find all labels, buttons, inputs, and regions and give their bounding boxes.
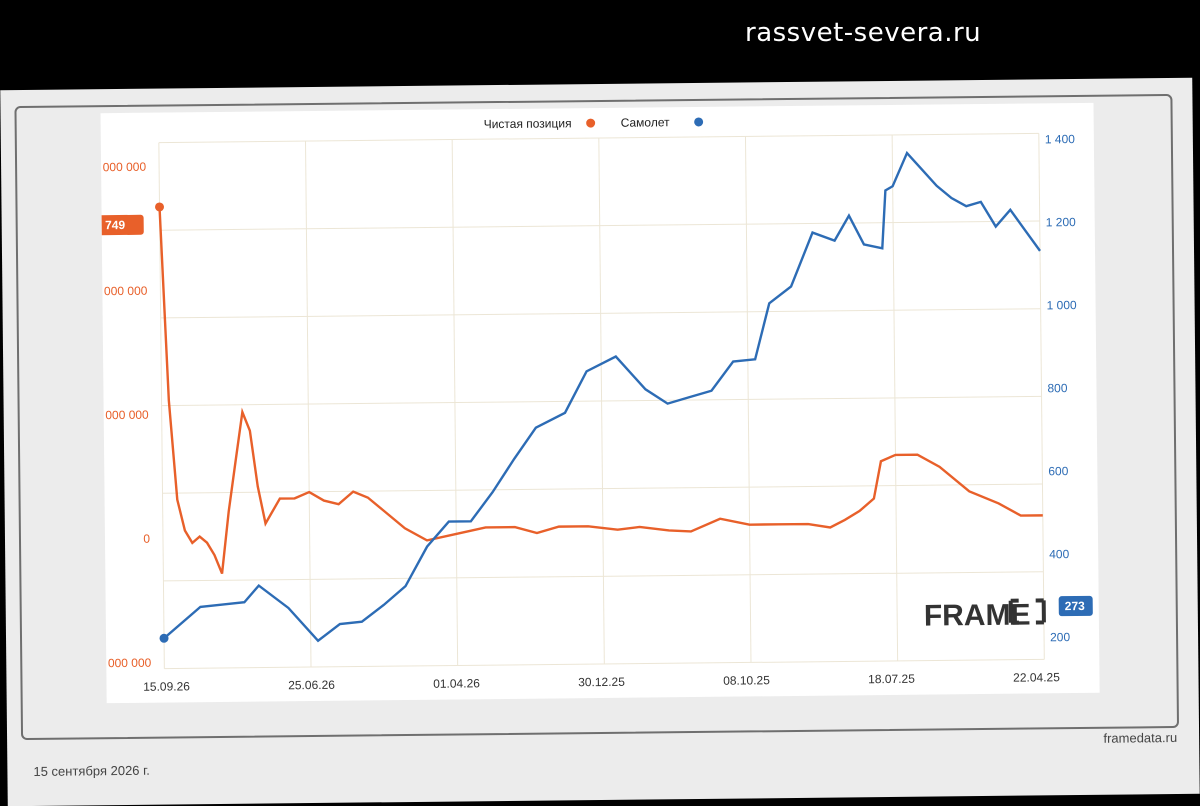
series-line-samolet — [163, 150, 1041, 643]
grid-line-horizontal — [164, 658, 1045, 670]
right-axis-ticks: 1 400 1 200 1 000 800 600 400 200 — [1045, 132, 1078, 644]
legend: Самолет Чистая позиция — [484, 115, 704, 131]
x-axis-tick-label: 30.12.25 — [578, 675, 625, 689]
left-axis-tick-label: 0 — [143, 532, 150, 546]
left-axis-ticks: 3 000 000 2 000 000 1 000 000 0 -1 000 000 — [101, 160, 152, 671]
series-line-net-position — [158, 206, 1043, 575]
legend-marker-net-position — [586, 118, 596, 128]
plot-card: Самолет Чистая позиция 3 000 000 2 000 00… — [100, 102, 1100, 704]
x-axis-tick-label: 25.06.26 — [288, 678, 335, 692]
left-axis-tick-label: 3 000 000 — [101, 160, 147, 175]
left-axis-tick-label: -1 000 000 — [101, 656, 152, 671]
grid-line-horizontal — [161, 395, 1042, 407]
grid-line-horizontal — [163, 571, 1044, 582]
chart-sheet: Самолет Чистая позиция 3 000 000 2 000 00… — [0, 77, 1200, 806]
footer-date: 15 сентября 2026 г. — [33, 762, 150, 779]
left-value-badge: 2 561 749 — [100, 214, 144, 236]
grid-line-horizontal — [158, 132, 1039, 144]
left-axis-tick-label: 2 000 000 — [101, 284, 148, 299]
left-value-badge-text: 2 561 749 — [101, 218, 126, 233]
legend-label-net-position: Чистая позиция — [484, 116, 572, 131]
x-axis-ticks: 15.09.26 25.06.26 01.04.26 30.12.25 08.10.25… — [143, 670, 1060, 694]
frame-logo: FRAME — [924, 598, 1046, 633]
series-start-marker-samolet — [159, 633, 169, 643]
grid-line-horizontal — [160, 308, 1041, 319]
right-axis-tick-label: 1 200 — [1046, 215, 1077, 229]
grid-lines — [158, 132, 1045, 670]
frame-logo-text: FRAME — [924, 599, 1031, 633]
right-axis-tick-label: 200 — [1050, 630, 1070, 644]
legend-marker-samolet — [694, 117, 704, 127]
right-axis-tick-label: 600 — [1048, 464, 1068, 478]
x-axis-tick-label: 08.10.25 — [723, 673, 770, 687]
right-value-badge: 273 — [1058, 595, 1093, 617]
x-axis-tick-label: 15.09.26 — [143, 679, 190, 693]
series-start-marker-net-position — [155, 202, 165, 212]
right-value-badge-text: 273 — [1065, 599, 1085, 613]
right-axis-tick-label: 400 — [1049, 547, 1069, 561]
right-axis-tick-label: 800 — [1047, 381, 1067, 395]
x-axis-tick-label: 22.04.25 — [1013, 670, 1060, 684]
x-axis-tick-label: 18.07.25 — [868, 672, 915, 686]
x-axis-tick-label: 01.04.26 — [433, 676, 480, 690]
line-chart: Самолет Чистая позиция 3 000 000 2 000 00… — [100, 115, 1093, 694]
left-axis-tick-label: 1 000 000 — [101, 408, 150, 423]
footer-site: framedata.ru — [1103, 729, 1178, 746]
grid-line-horizontal — [159, 220, 1040, 231]
site-caption: rassvet-severa.ru — [745, 18, 982, 48]
right-axis-tick-label: 1 000 — [1047, 298, 1078, 312]
legend-label-samolet: Самолет — [621, 115, 671, 130]
right-axis-tick-label: 1 400 — [1045, 132, 1076, 146]
